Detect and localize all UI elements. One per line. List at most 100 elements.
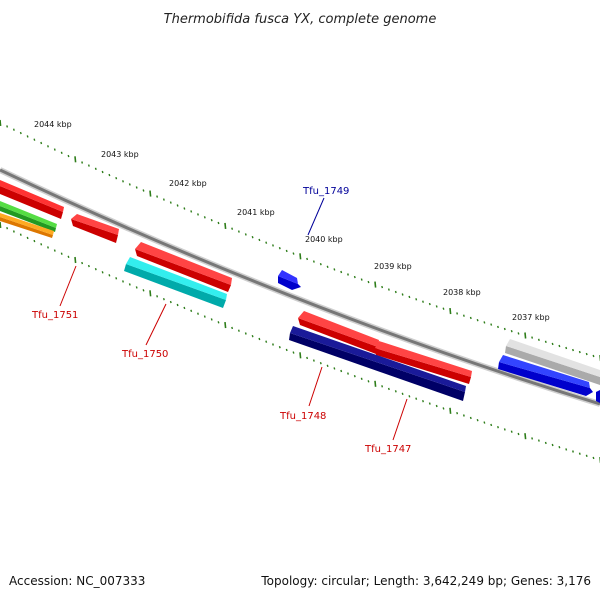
gene-label-tfu1748[interactable]: Tfu_1748: [279, 411, 326, 422]
minor-tick: [394, 390, 397, 393]
minor-tick: [312, 260, 315, 263]
minor-tick: [558, 445, 561, 449]
minor-tick: [210, 218, 213, 222]
minor-tick: [476, 418, 479, 422]
cds-left-orange[interactable]: [0, 213, 54, 238]
minor-tick: [169, 201, 172, 204]
gene-label-tfu1751[interactable]: Tfu_1751: [31, 310, 78, 321]
genome-summary-text: Topology: circular; Length: 3,642,249 bp…: [261, 574, 591, 588]
minor-tick: [306, 257, 309, 261]
major-tick: [449, 407, 452, 414]
minor-tick: [19, 131, 22, 135]
minor-tick: [456, 411, 459, 415]
major-tick: [74, 156, 77, 163]
minor-tick: [585, 352, 588, 356]
tick-label: 2043 kbp: [101, 150, 139, 159]
minor-tick: [326, 364, 329, 368]
minor-tick: [422, 399, 424, 403]
minor-tick: [462, 414, 465, 417]
minor-tick: [483, 321, 486, 324]
minor-tick: [176, 303, 179, 307]
minor-tick: [26, 236, 29, 240]
minor-tick: [81, 161, 84, 164]
minor-tick: [353, 275, 356, 279]
minor-tick: [26, 135, 29, 138]
minor-tick: [415, 397, 418, 400]
cds-blue-edge[interactable]: [596, 390, 600, 403]
cds-red-upper-1750[interactable]: [135, 242, 232, 292]
cds-left-green[interactable]: [0, 201, 57, 232]
cds-red-1747a[interactable]: [375, 341, 472, 384]
minor-tick: [60, 151, 63, 155]
minor-tick: [340, 270, 343, 274]
minor-tick: [360, 377, 363, 381]
minor-tick: [210, 318, 213, 321]
minor-tick: [169, 300, 172, 304]
minor-tick: [503, 428, 506, 431]
minor-tick: [162, 297, 165, 301]
minor-tick: [33, 239, 36, 243]
minor-tick: [333, 268, 336, 271]
minor-tick: [381, 285, 384, 289]
minor-tick: [319, 361, 322, 365]
minor-tick: [12, 230, 15, 233]
major-tick: [224, 322, 227, 329]
minor-tick: [490, 323, 493, 326]
minor-tick: [483, 421, 486, 424]
minor-tick: [203, 216, 206, 219]
minor-tick: [442, 307, 445, 310]
minor-tick: [435, 305, 438, 308]
minor-tick: [347, 273, 349, 276]
minor-tick: [128, 283, 131, 286]
cds-red-1748a[interactable]: [298, 311, 379, 354]
tick-label: 2042 kbp: [169, 179, 207, 188]
tick-label: 2041 kbp: [237, 208, 275, 217]
minor-tick: [53, 249, 56, 252]
minor-tick: [101, 271, 104, 274]
minor-tick: [190, 309, 193, 313]
cds-tfu1750[interactable]: [124, 257, 227, 308]
cds-gray-right[interactable]: [505, 339, 600, 385]
minor-tick: [537, 439, 540, 442]
minor-tick: [251, 235, 254, 239]
minor-tick: [156, 295, 159, 298]
minor-tick: [292, 252, 295, 255]
minor-tick: [469, 316, 472, 320]
minor-tick: [476, 318, 479, 322]
minor-tick: [142, 289, 145, 292]
minor-tick: [306, 356, 309, 360]
minor-tick: [333, 367, 336, 370]
minor-tick: [340, 369, 343, 373]
cds-left-red[interactable]: [0, 180, 64, 219]
minor-tick: [231, 326, 234, 330]
minor-tick: [231, 227, 234, 230]
minor-tick: [203, 315, 206, 318]
gene-label-tfu1749[interactable]: Tfu_1749: [302, 186, 349, 197]
minor-tick: [244, 332, 247, 335]
minor-tick: [551, 342, 554, 346]
major-tick: [224, 222, 227, 229]
minor-tick: [6, 226, 9, 230]
minor-tick: [442, 407, 445, 410]
minor-tick: [217, 321, 220, 324]
minor-tick: [544, 441, 547, 445]
minor-tick: [47, 246, 49, 249]
cds-blue-right[interactable]: [498, 355, 593, 396]
minor-tick: [353, 374, 356, 378]
minor-tick: [53, 148, 56, 151]
gene-label-tfu1747[interactable]: Tfu_1747: [364, 444, 411, 455]
minor-tick: [237, 329, 240, 332]
gene-label-tfu1750[interactable]: Tfu_1750: [121, 349, 168, 360]
minor-tick: [278, 246, 281, 250]
cds-tfu1748[interactable]: [289, 326, 466, 401]
genome-backbone: [0, 167, 600, 407]
minor-tick: [142, 189, 145, 192]
minor-tick: [367, 280, 370, 284]
cds-tfu1749[interactable]: [278, 270, 301, 290]
minor-tick: [135, 186, 138, 189]
minor-tick: [319, 262, 322, 266]
minor-tick: [537, 338, 540, 342]
minor-tick: [12, 128, 15, 131]
major-tick: [299, 352, 302, 359]
cds-tfu1751[interactable]: [71, 214, 119, 243]
